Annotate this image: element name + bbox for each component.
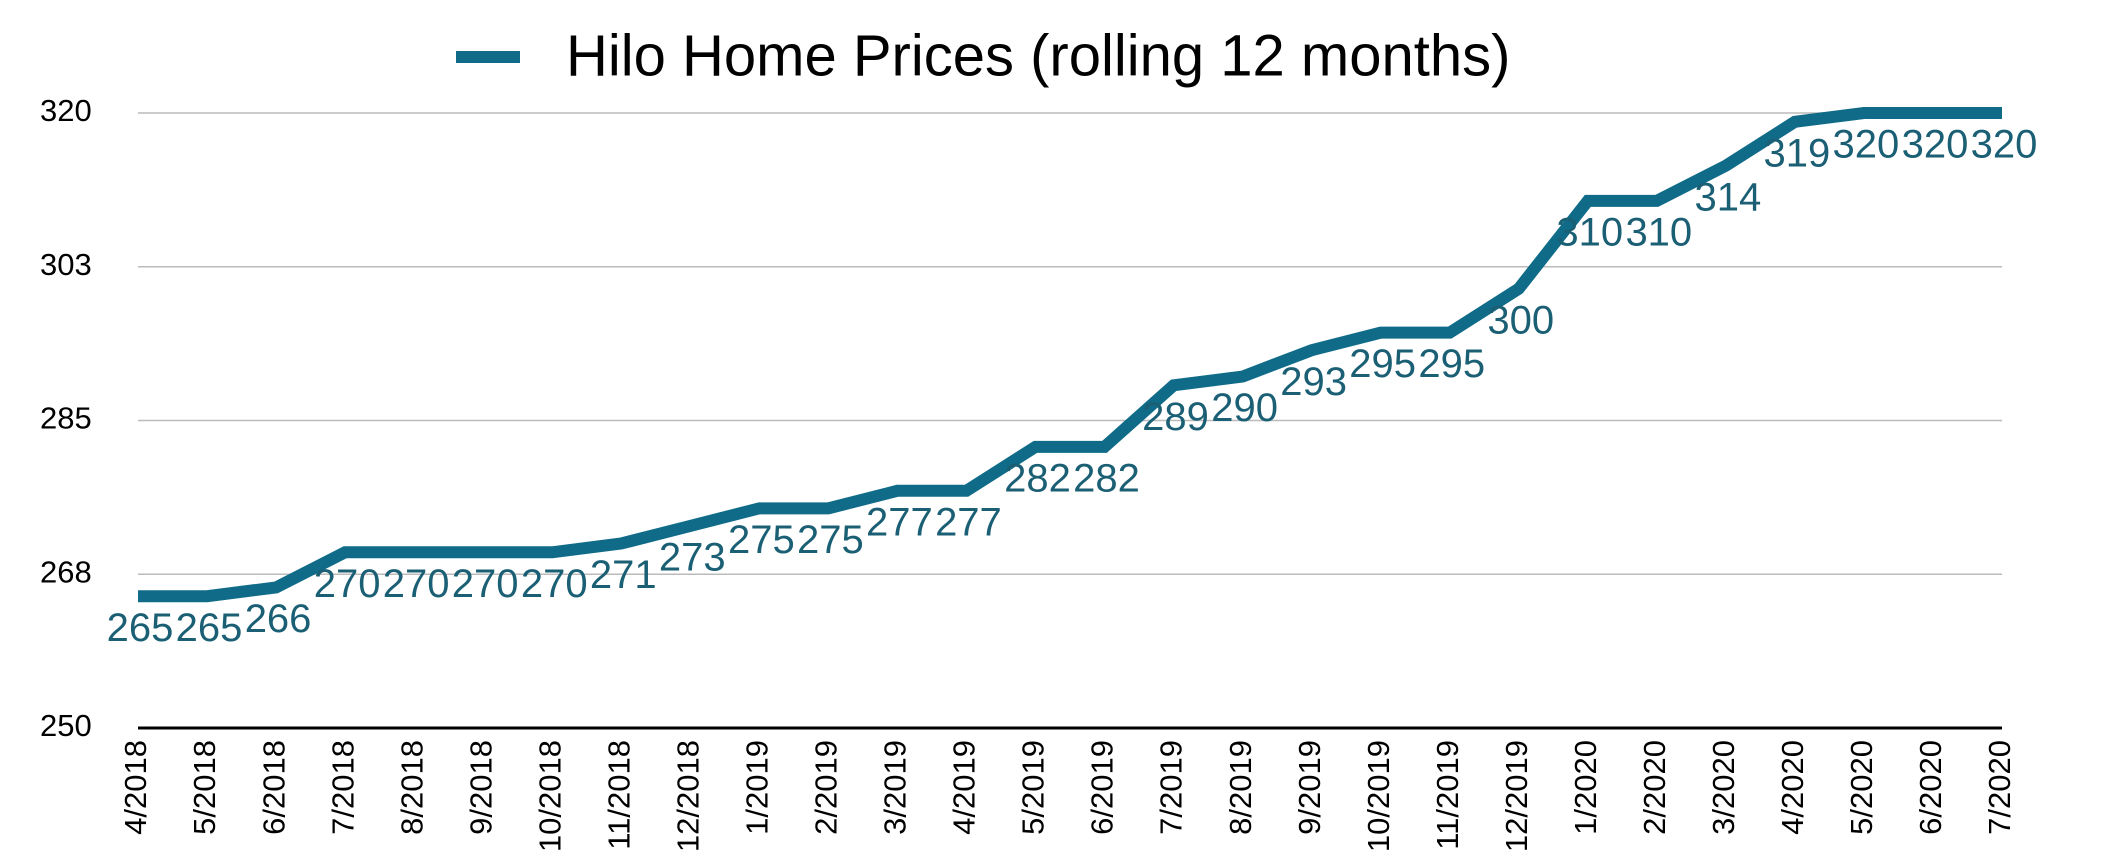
x-tick-label: 2/2019 [809,740,844,835]
data-label: 270 [452,562,519,606]
x-tick-label: 10/2019 [1361,740,1396,852]
x-tick-label: 8/2018 [394,740,429,835]
x-tick-label: 4/2019 [947,740,982,835]
x-tick-label: 12/2018 [670,740,705,852]
data-label: 295 [1418,342,1485,386]
data-label: 310 [1556,210,1623,254]
data-label: 266 [245,597,312,641]
data-label: 277 [935,500,1002,544]
x-tick-label: 5/2019 [1016,740,1051,835]
x-tick-label: 11/2019 [1430,740,1465,850]
x-tick-label: 1/2020 [1568,740,1603,835]
x-tick-label: 9/2019 [1292,740,1327,835]
y-tick-label: 303 [40,247,92,282]
data-label: 277 [866,500,933,544]
x-tick-label: 7/2018 [325,740,360,835]
x-tick-label: 9/2018 [463,740,498,835]
data-label: 282 [1004,456,1071,500]
data-label: 293 [1280,360,1347,404]
x-tick-label: 3/2019 [878,740,913,835]
x-tick-label: 5/2018 [187,740,222,835]
data-label: 320 [1971,123,2038,167]
data-label: 271 [590,553,657,597]
data-label: 275 [797,518,864,562]
line [138,107,2002,603]
data-label: 265 [107,606,174,650]
x-tick-label: 7/2020 [1982,740,2017,835]
x-tick-label: 11/2018 [601,740,636,850]
x-tick-label: 4/2018 [118,740,153,835]
legend-label: Hilo Home Prices (rolling 12 months) [566,23,1510,88]
x-tick-label: 5/2020 [1844,740,1879,835]
y-tick-label: 268 [40,554,92,589]
x-tick-label: 4/2020 [1775,740,1810,835]
x-tick-label: 12/2019 [1499,740,1534,852]
y-tick-label: 320 [40,93,92,128]
data-label: 270 [314,562,381,606]
x-tick-label: 1/2019 [740,740,775,835]
data-label: 314 [1694,175,1761,219]
data-label: 310 [1625,210,1692,254]
data-label: 320 [1833,123,1900,167]
data-label: 290 [1211,386,1278,430]
data-label: 270 [383,562,450,606]
x-tick-label: 7/2019 [1154,740,1189,835]
data-label: 295 [1349,342,1416,386]
data-label: 319 [1764,131,1831,175]
x-tick-label: 6/2019 [1085,740,1120,835]
x-tick-label: 6/2020 [1913,740,1948,835]
data-label: 320 [1902,123,1969,167]
data-label: 273 [659,535,726,579]
data-label: 282 [1073,456,1140,500]
y-tick-label: 285 [40,401,92,436]
data-label: 270 [521,562,588,606]
x-tick-label: 10/2018 [532,740,567,852]
data-label: 265 [176,606,243,650]
x-tick-label: 8/2019 [1223,740,1258,835]
y-tick-label: 250 [40,708,92,743]
x-tick-label: 3/2020 [1706,740,1741,835]
x-tick-label: 2/2020 [1637,740,1672,835]
data-label: 275 [728,518,795,562]
data-label: 289 [1142,395,1209,439]
x-tick-label: 6/2018 [256,740,291,835]
data-label: 300 [1487,298,1554,342]
